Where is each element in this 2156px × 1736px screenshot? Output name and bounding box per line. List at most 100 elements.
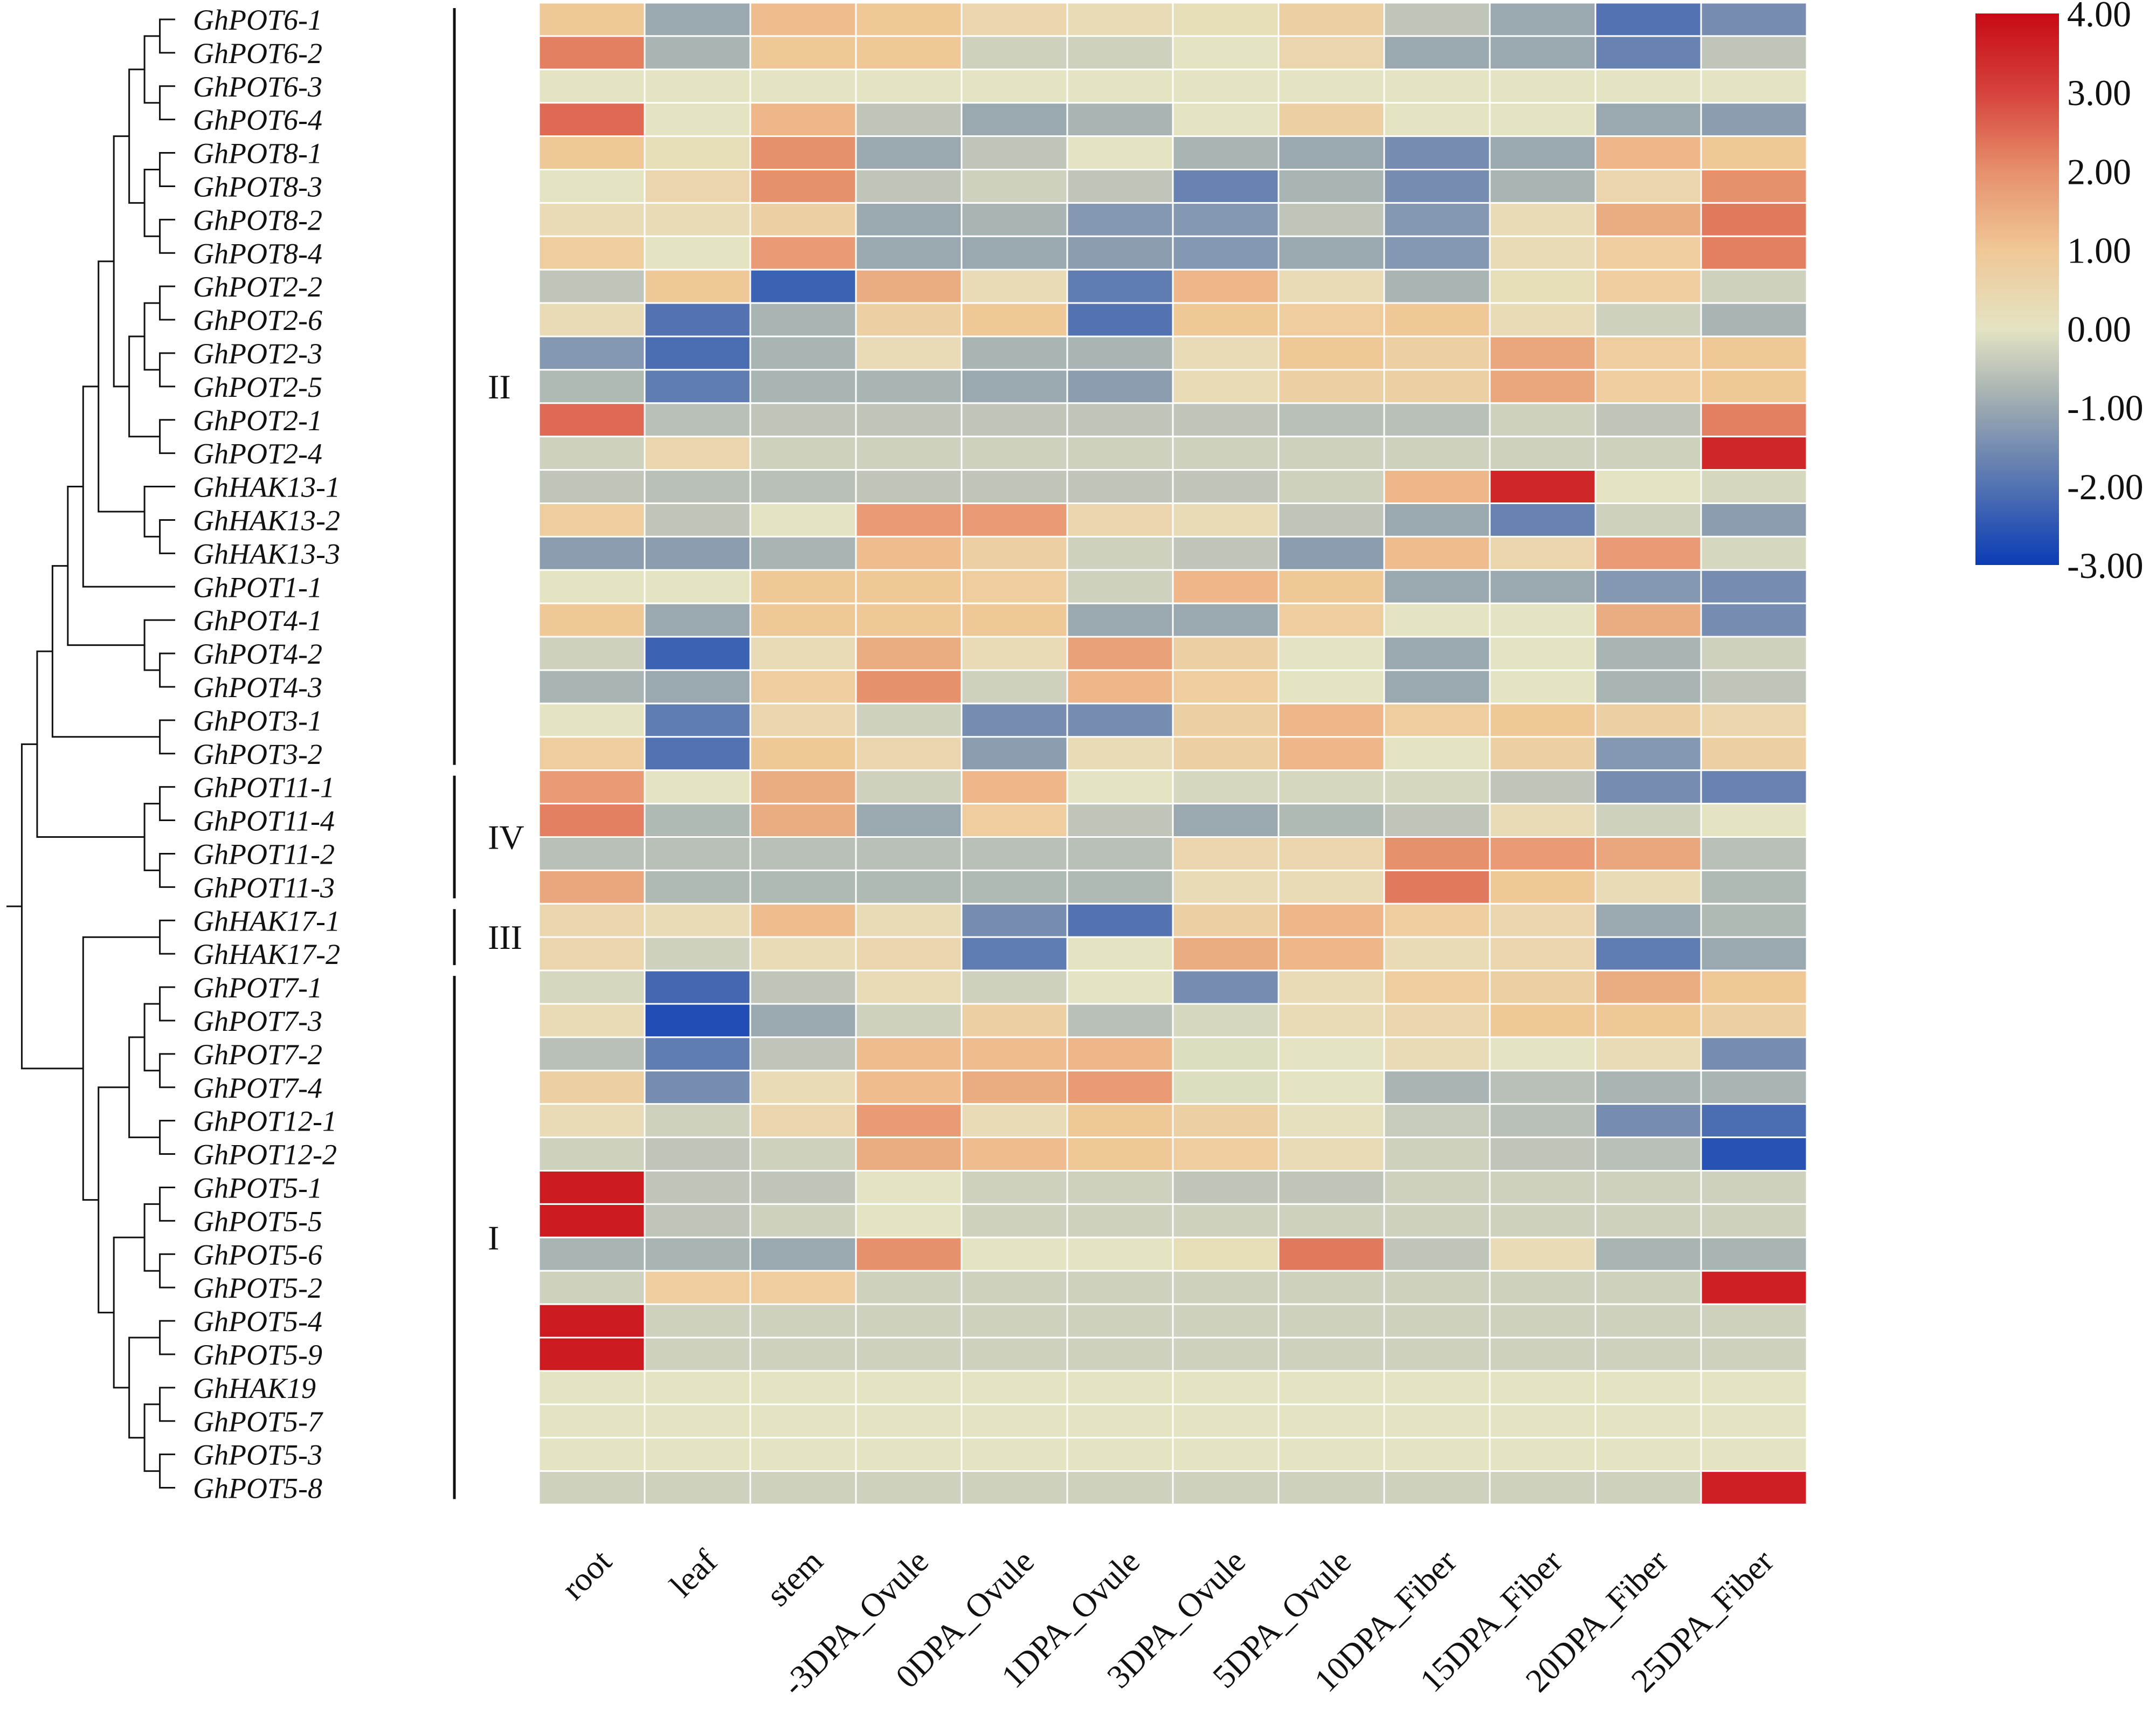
heatmap-cell [1700, 1170, 1808, 1205]
heatmap-cell [749, 1470, 857, 1506]
heatmap-cell [855, 669, 963, 705]
dendrogram-branch [159, 18, 175, 54]
heatmap-cell [644, 903, 751, 938]
row-label: GhPOT8-1 [193, 137, 322, 170]
row-label: GhPOT11-2 [193, 838, 335, 870]
heatmap-cell [1489, 1103, 1597, 1139]
heatmap-cell [855, 68, 963, 104]
heatmap-cell [1383, 169, 1491, 204]
heatmap-cell [1277, 102, 1385, 137]
heatmap-cell [855, 1437, 963, 1472]
heatmap-cell [1383, 335, 1491, 371]
heatmap-cell [749, 769, 857, 805]
heatmap-cell [1383, 202, 1491, 237]
heatmap-cell [1277, 302, 1385, 337]
heatmap-cell [749, 535, 857, 571]
heatmap-cell [1700, 869, 1808, 905]
row-label: GhHAK13-1 [193, 471, 340, 504]
heatmap-cell [1066, 1370, 1174, 1406]
heatmap-cell [1172, 769, 1280, 805]
heatmap-cell [1277, 1270, 1385, 1305]
heatmap-cell [749, 1370, 857, 1406]
heatmap-cell [1383, 869, 1491, 905]
heatmap-cell [1594, 1236, 1702, 1272]
heatmap-cell [1172, 268, 1280, 304]
heatmap-cell [538, 569, 646, 604]
heatmap-cell [960, 235, 1068, 271]
heatmap-cell [1594, 969, 1702, 1005]
heatmap-cell [1383, 1203, 1491, 1238]
heatmap-cell [1489, 369, 1597, 404]
heatmap-cell [538, 469, 646, 504]
heatmap-cell [1594, 1337, 1702, 1372]
heatmap-cell [1172, 35, 1280, 71]
dendrogram-branch [82, 385, 175, 588]
heatmap-cell [1066, 836, 1174, 871]
heatmap-cell [1489, 1036, 1597, 1072]
heatmap-cell [1066, 602, 1174, 638]
heatmap-cell [960, 1337, 1068, 1372]
heatmap-cell [1594, 669, 1702, 705]
heatmap-cell [960, 1003, 1068, 1038]
heatmap-cell [855, 35, 963, 71]
heatmap-cell [1277, 1103, 1385, 1139]
heatmap-cell [1594, 836, 1702, 871]
dendrogram-branch [143, 1403, 160, 1472]
heatmap-cell [960, 535, 1068, 571]
heatmap-cell [960, 1270, 1068, 1305]
heatmap-cell [749, 836, 857, 871]
heatmap-cell [1594, 169, 1702, 204]
heatmap-cell [1172, 669, 1280, 705]
heatmap-cell [1172, 135, 1280, 171]
heatmap-cell [538, 1370, 646, 1406]
heatmap-cell [1066, 2, 1174, 37]
heatmap-cell [538, 1170, 646, 1205]
dendrogram-branch [143, 302, 160, 371]
heatmap-cell [1700, 936, 1808, 972]
heatmap-cell [749, 1103, 857, 1139]
heatmap-cell [855, 169, 963, 204]
heatmap-cell [1594, 1203, 1702, 1238]
heatmap-cell [1489, 569, 1597, 604]
heatmap-cell [749, 569, 857, 604]
heatmap-cell [1700, 135, 1808, 171]
colorbar-tick-label: 4.00 [2067, 0, 2131, 35]
heatmap-cell [855, 1070, 963, 1105]
heatmap-cell [960, 602, 1068, 638]
heatmap-cell [1594, 268, 1702, 304]
heatmap-cell [1594, 1003, 1702, 1038]
heatmap-cell [1594, 1370, 1702, 1406]
heatmap-cell [1066, 1036, 1174, 1072]
heatmap-cell [749, 1303, 857, 1339]
heatmap-cell [1383, 702, 1491, 738]
row-label: GhHAK13-2 [193, 504, 340, 536]
heatmap-cell [1383, 35, 1491, 71]
heatmap-cell [1277, 1437, 1385, 1472]
heatmap-cell [960, 1036, 1068, 1072]
row-label: GhPOT8-4 [193, 237, 322, 270]
heatmap-cell [644, 502, 751, 538]
row-label: GhPOT7-4 [193, 1072, 322, 1104]
heatmap-cell [1383, 903, 1491, 938]
heatmap-cell [644, 1470, 751, 1506]
row-label: GhPOT2-2 [193, 271, 322, 303]
heatmap-cell [1066, 1170, 1174, 1205]
heatmap-cell [1172, 702, 1280, 738]
heatmap-cell [1594, 335, 1702, 371]
heatmap-cell [1489, 68, 1597, 104]
heatmap-cell [1489, 169, 1597, 204]
dendrogram-branch [159, 786, 175, 822]
dendrogram-branch [159, 1320, 175, 1355]
heatmap-cell [1172, 936, 1280, 972]
heatmap-cell [1383, 602, 1491, 638]
heatmap-cell [1700, 268, 1808, 304]
heatmap-cell [1383, 102, 1491, 137]
heatmap-cell [1383, 736, 1491, 771]
heatmap-cell [1700, 535, 1808, 571]
heatmap-cell [1172, 402, 1280, 438]
heatmap-cell [1277, 803, 1385, 838]
heatmap-cell [1066, 1136, 1174, 1172]
heatmap-cell [1700, 102, 1808, 137]
dendrogram-branch [159, 652, 175, 688]
row-label: GhHAK13-3 [193, 538, 340, 570]
